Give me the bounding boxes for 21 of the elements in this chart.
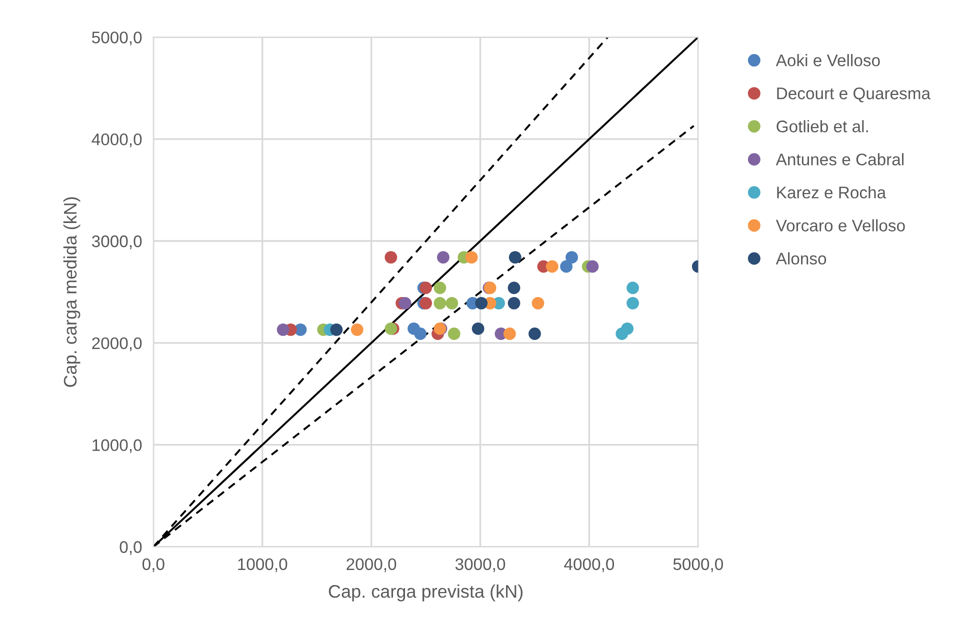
y-axis-title: Cap. carga medida (kN) <box>63 197 80 387</box>
x-axis-title: Cap. carga prevista (kN) <box>328 584 522 602</box>
legend-label: Gotlieb et al. <box>776 120 868 132</box>
y-tick-label: 1000,0 <box>92 439 142 454</box>
legend-label: Vorcaro e Velloso <box>776 219 905 232</box>
legend-label: Antunes e Cabral <box>776 153 904 166</box>
legend-label: Alonso <box>776 252 826 264</box>
legend-label: Aoki e Velloso <box>776 54 880 66</box>
y-tick-label: 5000,0 <box>92 32 142 46</box>
x-tick-label: 5000,0 <box>673 558 723 572</box>
x-tick-label: 4000,0 <box>564 558 614 572</box>
y-tick-label: 4000,0 <box>92 134 142 148</box>
x-tick-label: 2000,0 <box>346 558 396 572</box>
x-tick-label: 3000,0 <box>455 558 506 572</box>
y-tick-label: 2000,0 <box>92 337 142 352</box>
legend-label: Karez e Rocha <box>777 186 886 198</box>
y-tick-label: 3000,0 <box>92 235 142 250</box>
x-tick-label: 1000,0 <box>238 558 288 572</box>
legend-label: Decourt e Quaresma <box>777 88 931 102</box>
y-tick-label: 0,0 <box>120 541 142 555</box>
x-tick-label: 0,0 <box>142 558 164 572</box>
